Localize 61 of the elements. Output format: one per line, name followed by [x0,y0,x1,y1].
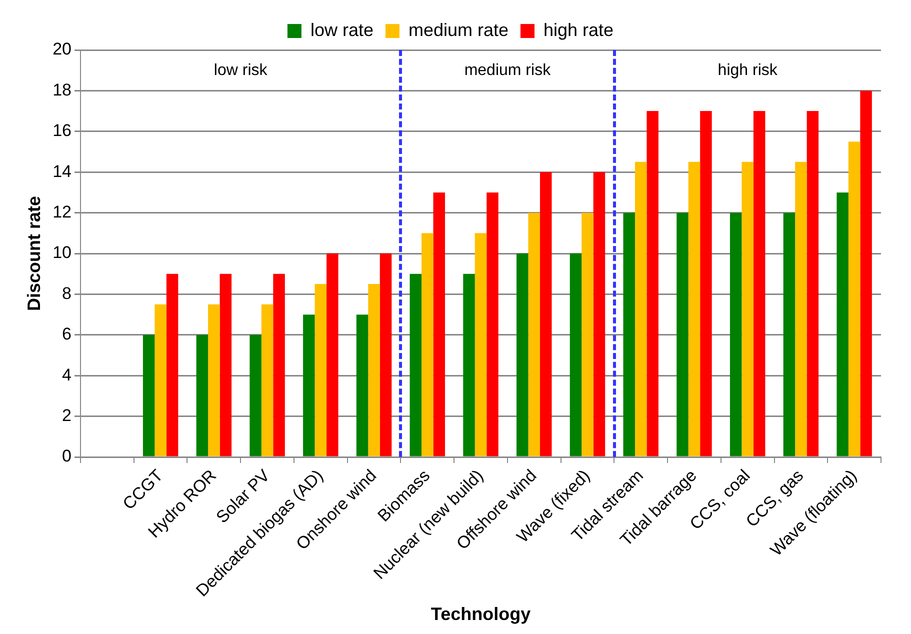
bar [848,142,860,456]
bar [368,284,380,456]
bar [463,274,475,456]
x-axis-title: Technology [430,604,531,624]
bar [474,233,487,456]
bar [154,304,166,456]
bar [753,111,766,456]
bar [142,334,155,456]
bar [528,212,540,456]
bar [250,334,262,456]
legend-label: high rate [544,20,614,40]
bar [676,212,688,456]
annotation: low risk [214,62,268,79]
bar [700,111,712,456]
bar [860,90,872,456]
bar [516,254,528,456]
y-tick-label: 0 [62,446,72,466]
bar [582,212,594,456]
y-tick-label: 20 [52,40,72,59]
bar [196,334,208,456]
bar [314,284,327,456]
bar [422,233,434,456]
bar [730,212,742,456]
bar [795,162,807,456]
legend-label: medium rate [408,20,509,40]
y-axis-title: Discount rate [24,196,44,312]
y-tick-label: 4 [62,365,72,384]
annotation: high risk [718,62,778,79]
bar [806,111,819,456]
y-tick-label: 18 [52,80,72,100]
bar [380,254,392,456]
bar [166,274,178,456]
y-tick-label: 8 [62,284,72,303]
bar [623,212,635,456]
bar [646,111,658,456]
y-tick-label: 6 [62,324,72,344]
bar [742,162,754,456]
y-tick-label: 16 [52,121,72,140]
bar [208,304,220,456]
bar [410,274,422,456]
bar [303,314,315,456]
bar [593,172,606,456]
annotation: medium risk [464,62,552,79]
bar [273,274,285,456]
bar [836,192,848,456]
bar [220,274,232,456]
bar [486,192,498,456]
bar [356,314,368,456]
bar [688,162,700,456]
bar [433,192,445,456]
bar [570,254,582,456]
bar [783,212,796,456]
y-tick-label: 10 [52,243,72,262]
bar [326,254,338,456]
bar [634,162,647,456]
y-tick-label: 12 [52,202,72,222]
y-tick-label: 2 [62,406,72,426]
legend-label: low rate [310,20,374,40]
bar [540,172,552,456]
bar [261,304,274,456]
y-tick-label: 14 [52,162,72,181]
